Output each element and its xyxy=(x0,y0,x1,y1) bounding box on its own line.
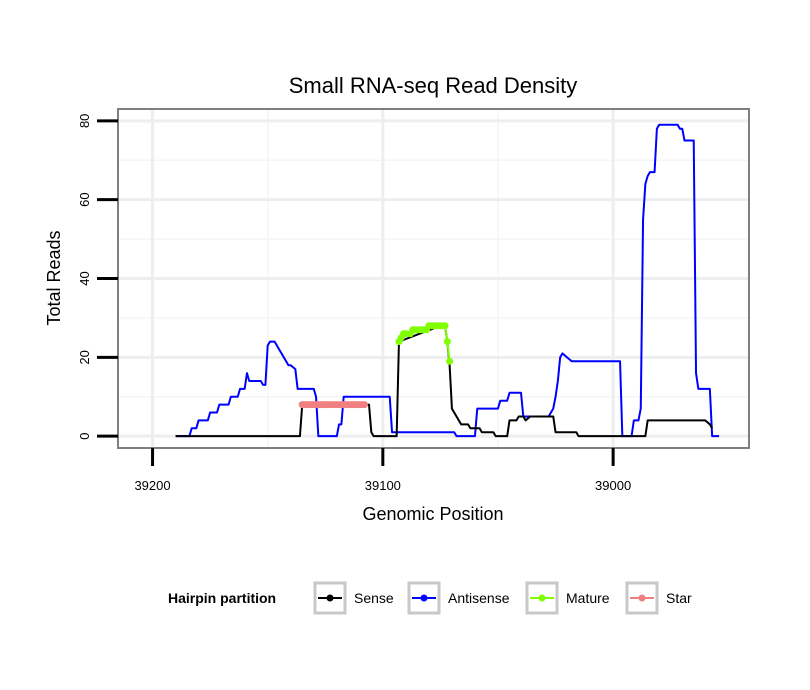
y-tick-label: 20 xyxy=(77,350,92,364)
series-line-antisense xyxy=(175,123,720,438)
legend-label-mature: Mature xyxy=(566,590,610,606)
legend-entry-mature: Mature xyxy=(525,581,610,615)
legend-entry-antisense: Antisense xyxy=(407,581,510,615)
legend-label-antisense: Antisense xyxy=(448,590,510,606)
legend-key-dot xyxy=(326,594,334,602)
y-axis: 0 20 40 60 80 xyxy=(77,114,118,440)
legend-key-dot xyxy=(638,594,646,602)
legend-label-star: Star xyxy=(666,590,692,606)
x-axis-title: Genomic Position xyxy=(362,504,503,524)
legend-key-dot xyxy=(538,594,546,602)
data-point xyxy=(441,322,449,330)
y-tick-label: 60 xyxy=(77,192,92,206)
legend-title: Hairpin partition xyxy=(168,590,276,606)
series-line-sense xyxy=(175,324,714,438)
legend-entry-sense: Sense xyxy=(313,581,394,615)
series-sense xyxy=(175,324,714,438)
data-point xyxy=(360,401,368,409)
legend-entry-star: Star xyxy=(625,581,692,615)
series-layer xyxy=(175,123,720,438)
legend-label-sense: Sense xyxy=(354,590,394,606)
y-tick-label: 40 xyxy=(77,271,92,285)
legend: Hairpin partition Sense Antisense Mature St… xyxy=(168,581,692,615)
y-tick-label: 80 xyxy=(77,114,92,128)
x-tick-label: 39100 xyxy=(365,478,401,493)
series-star xyxy=(298,401,368,409)
x-tick-label: 39200 xyxy=(134,478,170,493)
chart-title: Small RNA-seq Read Density xyxy=(289,73,578,98)
series-antisense xyxy=(175,123,720,438)
y-axis-title: Total Reads xyxy=(44,230,64,325)
y-tick-label: 0 xyxy=(77,433,92,440)
legend-key-dot xyxy=(420,594,428,602)
x-axis: 39200 39100 39000 xyxy=(134,448,631,493)
series-mature xyxy=(395,322,454,365)
x-tick-label: 39000 xyxy=(595,478,631,493)
data-point xyxy=(443,338,451,346)
data-point xyxy=(446,357,454,365)
